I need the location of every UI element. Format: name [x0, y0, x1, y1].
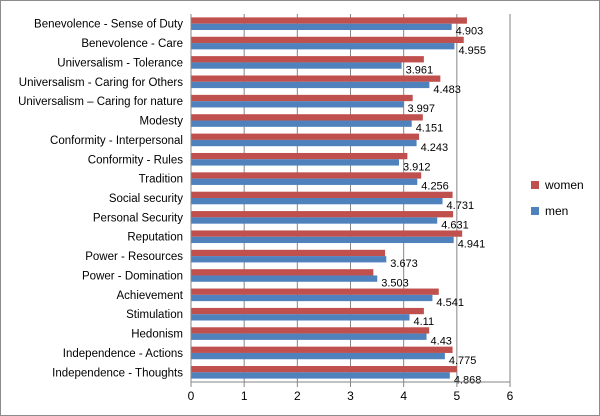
category-label: Benevolence - Sense of Duty: [34, 19, 183, 31]
bar-men: [191, 236, 454, 244]
bar-women: [191, 249, 386, 257]
bar-men: [191, 178, 418, 185]
data-label: 3.673: [390, 258, 418, 270]
category-label: Universalism - Caring for Others: [19, 77, 183, 89]
data-label: 4.955: [458, 45, 486, 57]
category-label: Power - Resources: [85, 251, 183, 263]
x-tick-label: 4: [400, 389, 407, 403]
data-label: 4.731: [447, 200, 475, 212]
bar-men: [191, 275, 378, 282]
bar-men: [191, 101, 404, 108]
legend-label-women: women: [544, 178, 584, 192]
category-label: Achievement: [117, 290, 184, 302]
bar-women: [191, 366, 457, 373]
bar-men: [191, 198, 443, 205]
bar-women: [191, 211, 454, 218]
bar-women: [191, 288, 439, 295]
bar-men: [191, 333, 427, 340]
legend-label-men: men: [545, 204, 568, 218]
category-label: Personal Security: [93, 212, 183, 224]
data-label: 4.941: [458, 239, 486, 251]
bar-men: [191, 120, 412, 127]
bar-men: [191, 352, 445, 360]
category-label: Power - Domination: [82, 270, 183, 282]
bar-women: [191, 269, 374, 276]
category-label: Independence - Actions: [63, 348, 183, 360]
category-label: Tradition: [139, 174, 183, 186]
data-label: 4.868: [454, 374, 482, 386]
bar-men: [191, 81, 430, 89]
category-label: Modesty: [140, 116, 184, 128]
bar-women: [191, 191, 453, 198]
bar-men: [191, 139, 417, 147]
bar-women: [191, 75, 441, 82]
data-label: 4.151: [416, 123, 444, 135]
category-label: Reputation: [127, 232, 183, 244]
data-label: 4.483: [433, 84, 461, 96]
bar-women: [191, 17, 467, 24]
data-label: 4.631: [441, 219, 469, 231]
category-label: Hedonism: [131, 329, 183, 341]
bar-men: [191, 294, 433, 302]
data-label: 3.997: [408, 103, 436, 115]
bar-men: [191, 43, 455, 50]
bar-men: [191, 256, 387, 263]
category-label: Conformity - Interpersonal: [50, 135, 183, 147]
bar-men: [191, 62, 402, 69]
data-label: 3.503: [381, 277, 409, 289]
x-tick-label: 5: [453, 389, 460, 403]
bar-women: [191, 36, 464, 44]
bar-women: [191, 94, 413, 102]
category-label: Universalism - Tolerance: [57, 57, 183, 69]
x-tick-label: 2: [294, 389, 301, 403]
bar-women: [191, 230, 463, 237]
data-label: 3.912: [403, 161, 431, 173]
data-label: 3.961: [406, 64, 434, 76]
x-tick-label: 0: [188, 389, 195, 403]
bar-women: [191, 56, 424, 63]
bar-men: [191, 159, 399, 166]
bar-women: [191, 114, 423, 121]
data-label: 4.903: [456, 26, 484, 38]
bar-women: [191, 327, 430, 334]
bar-men: [191, 217, 438, 224]
bar-women: [191, 172, 422, 179]
x-tick-label: 6: [507, 389, 514, 403]
legend-swatch-women: [531, 181, 539, 189]
data-label: 4.541: [436, 297, 464, 309]
category-label: Independence - Thoughts: [52, 367, 183, 379]
bar-women: [191, 346, 453, 353]
data-label: 4.243: [421, 142, 449, 154]
category-label: Stimulation: [126, 309, 183, 321]
data-label: 4.43: [431, 336, 452, 348]
bar-men: [191, 314, 410, 321]
data-label: 4.256: [421, 181, 449, 193]
category-label: Conformity - Rules: [88, 154, 183, 166]
bar-women: [191, 152, 408, 160]
bar-women: [191, 307, 424, 315]
x-tick-label: 1: [241, 389, 248, 403]
category-label: Benevolence - Care: [81, 38, 183, 50]
category-label: Social security: [109, 193, 183, 205]
bar-women: [191, 133, 420, 140]
x-tick-label: 3: [347, 389, 354, 403]
legend-swatch-men: [531, 207, 539, 215]
data-label: 4.775: [449, 355, 477, 367]
data-label: 4.11: [414, 316, 435, 328]
category-label: Universalism – Caring for nature: [18, 96, 183, 108]
bar-men: [191, 372, 450, 379]
bar-men: [191, 23, 452, 30]
